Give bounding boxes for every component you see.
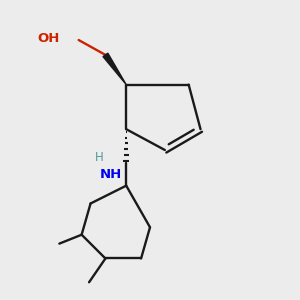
Text: NH: NH xyxy=(100,168,122,181)
Polygon shape xyxy=(103,53,126,85)
Text: H: H xyxy=(95,151,104,164)
Text: OH: OH xyxy=(37,32,59,45)
